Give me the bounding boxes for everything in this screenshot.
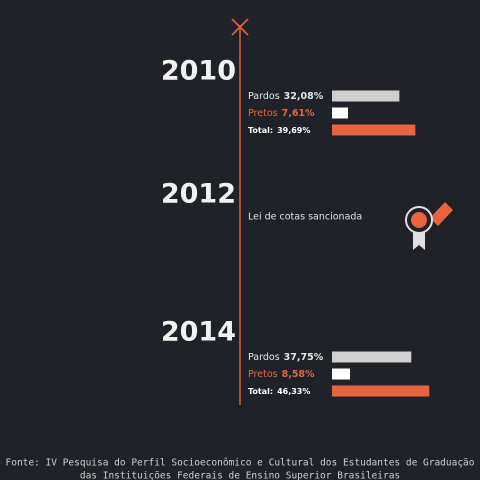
- bar: [332, 90, 400, 102]
- item-label: Pretos 8,58%: [248, 369, 315, 380]
- item-name: Pardos: [248, 91, 280, 102]
- timeline-cross: [231, 18, 249, 36]
- item-label: Total: 46,33%: [248, 387, 310, 396]
- item-value: 8,58%: [282, 369, 315, 380]
- bar: [332, 107, 348, 119]
- year-label: 2010: [161, 56, 236, 87]
- year-label: 2014: [161, 317, 236, 348]
- bar: [332, 351, 412, 363]
- item-value: 32,08%: [284, 91, 324, 102]
- medal-icon: [405, 202, 453, 250]
- item-value: 39,69%: [277, 126, 310, 135]
- item-label: Total: 39,69%: [248, 126, 310, 135]
- source: das Instituições Federais de Ensino Supe…: [80, 471, 400, 480]
- bar: [332, 385, 430, 397]
- item-name: Pretos: [248, 108, 278, 119]
- item-name: Pardos: [248, 352, 280, 363]
- item-label: Pardos 32,08%: [248, 91, 324, 102]
- item-value: 7,61%: [282, 108, 315, 119]
- item-value: 37,75%: [284, 352, 324, 363]
- bar: [332, 368, 351, 380]
- item-value: 46,33%: [277, 387, 310, 396]
- bar: [332, 124, 416, 136]
- item-name: Total:: [248, 387, 273, 396]
- item-name: Pretos: [248, 369, 278, 380]
- item-name: Total:: [248, 126, 273, 135]
- item-label: Pardos 37,75%: [248, 352, 324, 363]
- event-note: Lei de cotas sancionada: [248, 212, 362, 223]
- item-label: Pretos 7,61%: [248, 108, 315, 119]
- source: Fonte: IV Pesquisa do Perfil Socioeconôm…: [6, 458, 475, 469]
- year-label: 2012: [161, 179, 236, 210]
